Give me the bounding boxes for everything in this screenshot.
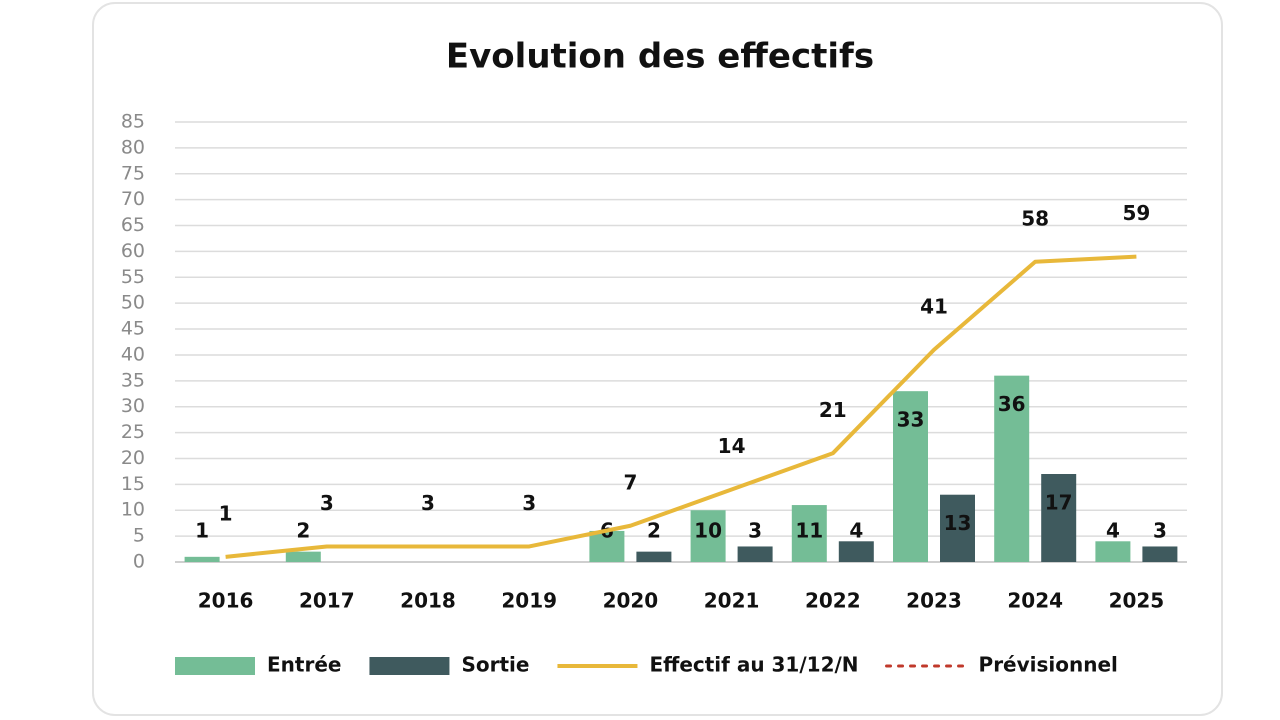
x-tick-label: 2024 <box>1007 589 1063 613</box>
y-tick-label: 5 <box>133 525 145 547</box>
y-tick-label: 15 <box>121 473 145 495</box>
y-tick-label: 20 <box>121 447 145 469</box>
line-label: 58 <box>1021 206 1049 230</box>
bar <box>285 551 321 562</box>
line-label: 3 <box>522 491 536 515</box>
x-tick-label: 2019 <box>501 589 557 613</box>
bar <box>690 510 726 562</box>
y-tick-label: 85 <box>121 111 145 133</box>
y-tick-label: 0 <box>133 551 145 573</box>
x-tick-label: 2023 <box>906 589 962 613</box>
x-tick-label: 2018 <box>400 589 456 613</box>
bar-label: 33 <box>897 408 925 432</box>
line-label: 21 <box>819 398 847 422</box>
bar-label: 11 <box>795 519 823 543</box>
bar <box>994 375 1030 562</box>
bar-label: 2 <box>647 519 661 543</box>
line-label: 3 <box>421 491 435 515</box>
line-label: 14 <box>718 434 746 458</box>
bar <box>838 541 874 562</box>
bar-label: 3 <box>748 519 762 543</box>
y-tick-label: 70 <box>121 188 145 210</box>
bar <box>1142 546 1178 562</box>
y-tick-label: 65 <box>121 214 145 236</box>
line <box>225 254 1137 559</box>
y-tick-label: 75 <box>121 162 145 184</box>
bar <box>636 551 672 562</box>
bar-label: 4 <box>1106 519 1120 543</box>
line-label: 3 <box>320 491 334 515</box>
bar-label: 1 <box>195 519 209 543</box>
x-tick-label: 2020 <box>603 589 659 613</box>
bar <box>893 391 928 562</box>
x-tick-label: 2016 <box>198 589 254 613</box>
chart-title: Evolution des effectifs <box>446 37 874 77</box>
y-tick-label: 40 <box>121 343 145 365</box>
y-tick-label: 35 <box>121 369 145 391</box>
legend-label: Prévisionnel <box>979 653 1118 677</box>
card <box>92 2 1223 716</box>
x-tick-label: 2021 <box>704 589 760 613</box>
y-tick-label: 55 <box>121 266 145 288</box>
bar <box>791 505 827 562</box>
y-tick-label: 25 <box>121 421 145 443</box>
bar-label: 36 <box>998 392 1026 416</box>
x-tick-label: 2017 <box>299 589 355 613</box>
y-tick-label: 45 <box>121 318 145 340</box>
legend-label: Effectif au 31/12/N <box>649 653 858 677</box>
y-tick-label: 30 <box>121 395 145 417</box>
bar <box>589 530 625 562</box>
bar-label: 4 <box>849 519 863 543</box>
line-label: 1 <box>219 501 233 525</box>
line-label: 59 <box>1122 201 1150 225</box>
bar-label: 10 <box>694 519 722 543</box>
bar-label: 13 <box>944 511 972 535</box>
y-tick-label: 80 <box>121 136 145 158</box>
x-tick-label: 2025 <box>1109 589 1165 613</box>
line-label: 7 <box>623 470 637 494</box>
bar-label: 3 <box>1153 519 1167 543</box>
legend-swatch <box>369 657 450 675</box>
line-label: 41 <box>920 294 948 318</box>
bar <box>940 494 975 562</box>
bar <box>184 556 220 562</box>
bar <box>1041 474 1077 562</box>
y-tick-label: 50 <box>121 292 145 314</box>
bar-label: 2 <box>296 519 310 543</box>
x-tick-label: 2022 <box>805 589 861 613</box>
bar-label: 17 <box>1045 491 1073 515</box>
bar <box>737 546 773 562</box>
legend-swatch <box>175 657 255 675</box>
legend-label: Entrée <box>267 653 341 677</box>
legend-label: Sortie <box>461 653 529 677</box>
y-tick-label: 10 <box>121 499 145 521</box>
y-tick-label: 60 <box>121 240 145 262</box>
bar <box>1095 541 1131 562</box>
